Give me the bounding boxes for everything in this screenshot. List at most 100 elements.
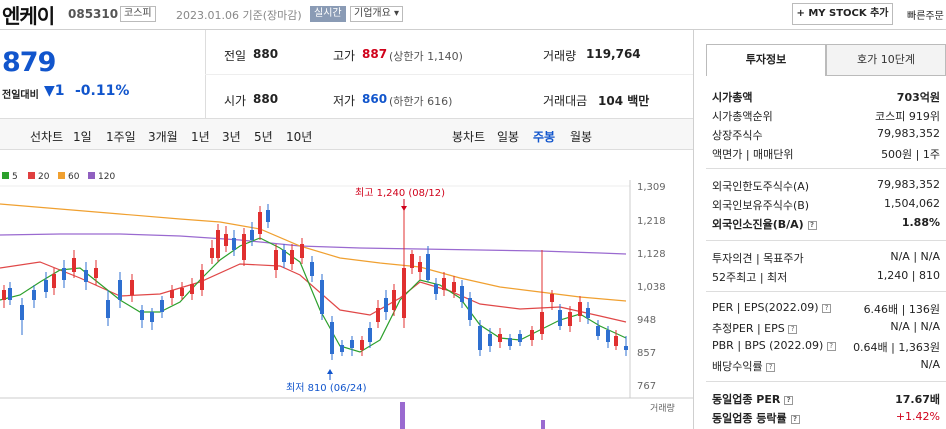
ma5-line [0, 237, 627, 353]
market-badge: 코스피 [120, 6, 156, 22]
period-1w[interactable]: 1주일 [106, 130, 136, 144]
chart-legend: 5 20 60 120 [2, 172, 115, 182]
candle-body [586, 308, 590, 318]
tab-investment-info[interactable]: 투자정보 [706, 44, 826, 76]
candle-body [62, 268, 66, 280]
legend-ma20: 20 [38, 172, 50, 182]
opinion-value: N/A | N/A [890, 250, 940, 263]
candle-body [606, 330, 610, 342]
industry-rate-label: 동일업종 등락률 [712, 412, 787, 425]
per-label: PER | EPS(2022.09) [712, 301, 819, 314]
add-mystock-button[interactable]: + MY STOCK 추가 [792, 3, 893, 25]
candle-weekly[interactable]: 주봉 [533, 130, 556, 144]
candle-body [402, 268, 406, 318]
est-per-value: N/A | N/A [890, 320, 940, 333]
volume-axis-label: 거래량 [650, 402, 675, 414]
candle-body [250, 230, 254, 240]
help-icon[interactable]: ? [788, 325, 798, 334]
row-opinion: 투자의견 | 목표주가 N/A | N/A [712, 248, 940, 267]
candle-body [460, 286, 464, 302]
help-icon[interactable]: ? [807, 221, 817, 230]
candle-body [106, 300, 110, 318]
section-divider [706, 168, 946, 169]
candle-body [266, 210, 270, 222]
candle-body [242, 234, 246, 260]
period-1d[interactable]: 1일 [73, 130, 92, 144]
quick-order-link[interactable]: 빠른주문 [907, 11, 944, 22]
candle-daily[interactable]: 일봉 [497, 130, 520, 144]
candle-body [508, 338, 512, 346]
tab-quote-10[interactable]: 호가 10단계 [826, 44, 946, 76]
candle-body [498, 334, 502, 342]
help-icon[interactable]: ? [822, 304, 832, 313]
row-pbr: PBR | BPS (2022.09) ? 0.64배 | 1,363원 [712, 337, 940, 356]
candle-body [550, 294, 554, 302]
industry-per-label: 동일업종 PER [712, 393, 781, 406]
prev-close-value: 880 [253, 47, 279, 61]
low-arrow-head [327, 369, 333, 374]
candle-body [452, 282, 456, 292]
change-label: 전일대비 [2, 90, 39, 101]
period-5y[interactable]: 5년 [254, 130, 273, 144]
company-info-dropdown[interactable]: 기업개요 ▾ [350, 6, 403, 22]
candle-body [224, 234, 228, 246]
candle-body [8, 288, 12, 300]
high-annotation: 최고 1,240 (08/12) [355, 187, 445, 199]
ma60-line [0, 203, 627, 302]
est-per-label: 추정PER | EPS [712, 322, 785, 335]
legend-ma60: 60 [68, 172, 80, 182]
52week-label: 52주최고 | 최저 [712, 271, 788, 284]
period-3m[interactable]: 3개월 [148, 130, 178, 144]
ma120-line [0, 233, 627, 255]
section-divider [706, 291, 946, 292]
candle-body [2, 290, 6, 300]
candle-body [558, 310, 562, 326]
foreign-ratio-label: 외국인소진율(B/A) [712, 218, 804, 231]
foreign-hold-value: 1,504,062 [884, 197, 940, 210]
candle-body [360, 340, 364, 350]
candle-body [376, 308, 380, 322]
candle-body [384, 298, 388, 312]
candle-body [216, 230, 220, 258]
candle-monthly[interactable]: 월봉 [570, 130, 593, 144]
period-10y[interactable]: 10년 [286, 130, 313, 144]
candle-body [210, 248, 214, 258]
candle-body [84, 270, 88, 282]
y-tick: 1,128 [637, 249, 666, 260]
period-1y[interactable]: 1년 [191, 130, 210, 144]
candle-body [72, 258, 76, 272]
header-divider [0, 29, 946, 30]
industry-rate-value: +1.42% [895, 410, 940, 423]
candle-body [442, 278, 446, 290]
stock-code: 085310 [68, 7, 119, 21]
period-3y[interactable]: 3년 [222, 130, 241, 144]
candle-body [478, 326, 482, 350]
candle-body [200, 270, 204, 290]
help-icon[interactable]: ? [784, 396, 794, 405]
candle-body [350, 340, 354, 348]
price-chart[interactable]: 5 20 60 120 1,309 1,218 1,128 1,038 948 … [0, 150, 693, 429]
upper-limit: (상한가 1,140) [389, 50, 463, 63]
section-divider [706, 240, 946, 241]
row-per: PER | EPS(2022.09) ? 6.46배 | 136원 [712, 299, 940, 318]
realtime-button[interactable]: 실시간 [310, 6, 346, 22]
y-tick: 767 [637, 381, 656, 392]
candle-body [274, 250, 278, 270]
high-value: 887 [362, 47, 388, 61]
help-icon[interactable]: ? [766, 363, 776, 372]
period-selector-bar: 선차트 1일 1주일 3개월 1년 3년 5년 10년 봉차트 일봉 주봉 월봉 [0, 118, 693, 150]
help-icon[interactable]: ? [826, 342, 836, 351]
candle-body [310, 262, 314, 276]
high-label: 고가 [333, 49, 356, 63]
market-cap-rank-label: 시가총액순위 [712, 110, 773, 123]
row-shares: 상장주식수 79,983,352 [712, 125, 940, 144]
help-icon[interactable]: ? [790, 415, 800, 424]
row-est-per: 추정PER | EPS ? N/A | N/A [712, 318, 940, 337]
row-industry-per: 동일업종 PER ? 17.67배 [712, 389, 940, 408]
candle-body [596, 326, 600, 336]
prev-close-label: 전일 [224, 49, 247, 63]
candle-body [540, 312, 544, 334]
candlesticks [2, 204, 628, 360]
candle-body [140, 310, 144, 320]
dividend-label: 배당수익률 [712, 360, 763, 373]
